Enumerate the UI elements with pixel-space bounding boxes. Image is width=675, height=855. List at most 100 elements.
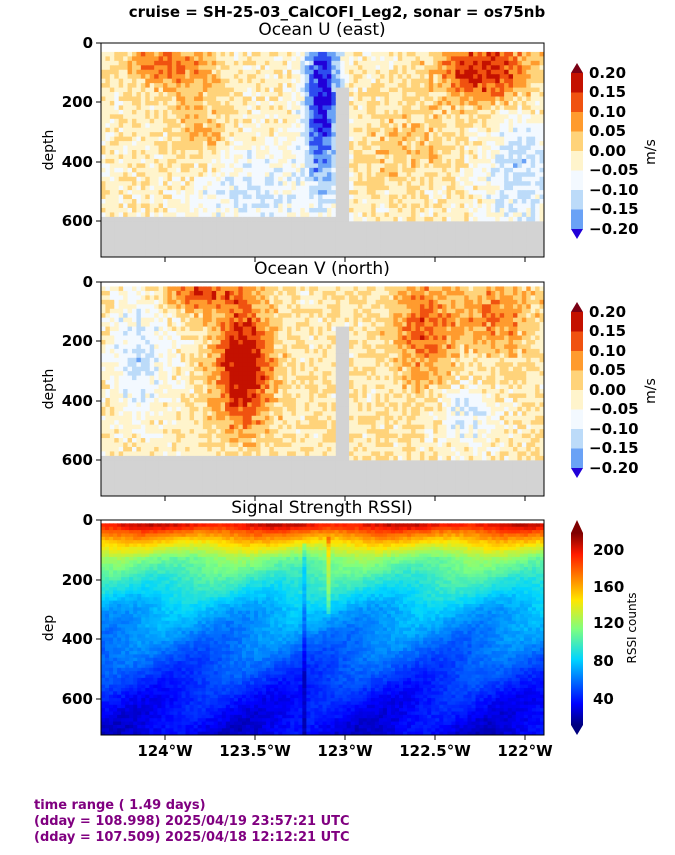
heatmap-cell [433,127,439,133]
heatmap-cell [127,132,133,138]
heatmap-cell [504,225,510,231]
heatmap-cell [278,136,284,142]
heatmap-cell [535,43,541,49]
heatmap-cell [247,239,253,245]
heatmap-cell [220,194,226,200]
heatmap-cell [393,225,399,231]
heatmap-cell [366,212,372,218]
heatmap-cell [158,243,164,249]
heatmap-cell [517,190,523,196]
heatmap-cell [132,158,138,164]
heatmap-cell [322,185,328,191]
heatmap-cell [446,176,452,182]
heatmap-cell [194,185,200,191]
heatmap-cell [149,78,155,84]
heatmap-cell [450,234,456,240]
heatmap-cell [233,203,239,209]
heatmap-cell [154,230,160,236]
heatmap-cell [499,234,505,240]
heatmap-cell [136,207,142,214]
heatmap-cell [163,185,169,191]
heatmap-cell [105,181,111,187]
heatmap-cell [424,69,430,75]
heatmap-cell [295,69,301,75]
heatmap-cell [278,105,284,111]
heatmap-cell [185,47,191,53]
heatmap-cell [282,65,288,71]
heatmap-cell [185,136,191,142]
heatmap-cell [402,118,408,124]
heatmap-cell [477,96,483,102]
heatmap-cell [411,96,417,102]
heatmap-cell [393,43,399,49]
heatmap-cell [415,167,421,173]
heatmap-cell [411,163,417,169]
heatmap-cell [508,109,514,115]
heatmap-cell [273,221,279,227]
heatmap-cell [273,96,279,102]
heatmap-cell [109,442,115,448]
heatmap-cell [136,105,142,111]
heatmap-cell [508,43,514,49]
heatmap-cell [291,87,297,93]
heatmap-cell [402,43,408,49]
heatmap-cell [419,163,425,169]
heatmap-cell [455,239,461,245]
heatmap-cell [154,109,160,115]
heatmap-cell [512,109,519,115]
heatmap-cell [242,74,248,80]
heatmap-cell [109,56,115,62]
heatmap-cell [101,65,107,71]
heatmap-cell [176,87,182,93]
heatmap-cell [340,136,346,142]
heatmap-cell [357,239,363,245]
heatmap-cell [109,393,115,399]
heatmap-cell [132,96,138,102]
heatmap-cell [530,181,536,187]
heatmap-cell [295,150,301,156]
heatmap-cell [375,74,381,80]
heatmap-cell [207,225,213,231]
heatmap-cell [145,127,151,133]
heatmap-cell [366,65,372,71]
heatmap-cell [304,127,310,133]
heatmap-cell [433,154,439,160]
heatmap-cell [171,65,177,71]
heatmap-cell [220,199,226,205]
heatmap-cell [118,181,124,187]
heatmap-cell [411,234,417,240]
heatmap-cell [393,109,399,115]
heatmap-cell [211,105,217,111]
heatmap-cell [194,96,200,102]
heatmap-cell [393,65,399,71]
heatmap-cell [530,176,536,182]
heatmap-cell [526,87,532,93]
heatmap-cell [295,239,301,245]
heatmap-cell [526,78,532,84]
heatmap-cell [140,172,146,178]
heatmap-cell [415,172,421,178]
heatmap-cell [149,100,155,107]
heatmap-cell [326,158,332,164]
heatmap-cell [468,105,474,111]
heatmap-cell [225,185,231,191]
heatmap-cell [229,199,235,205]
heatmap-cell [123,163,129,169]
heatmap-cell [242,100,248,107]
heatmap-cell [163,212,169,218]
heatmap-cell [198,207,204,214]
heatmap-cell [207,176,213,182]
heatmap-cell [167,83,173,89]
heatmap-cell [357,234,363,240]
heatmap-cell [331,163,337,169]
heatmap-cell [256,176,262,182]
heatmap-cell [335,109,341,115]
heatmap-cell [437,78,443,84]
heatmap-cell [490,83,496,89]
heatmap-cell [517,154,523,160]
heatmap-cell [442,136,448,142]
heatmap-cell [326,43,332,49]
heatmap-cell [526,190,532,196]
heatmap-cell [411,167,417,173]
heatmap-cell [220,207,226,214]
